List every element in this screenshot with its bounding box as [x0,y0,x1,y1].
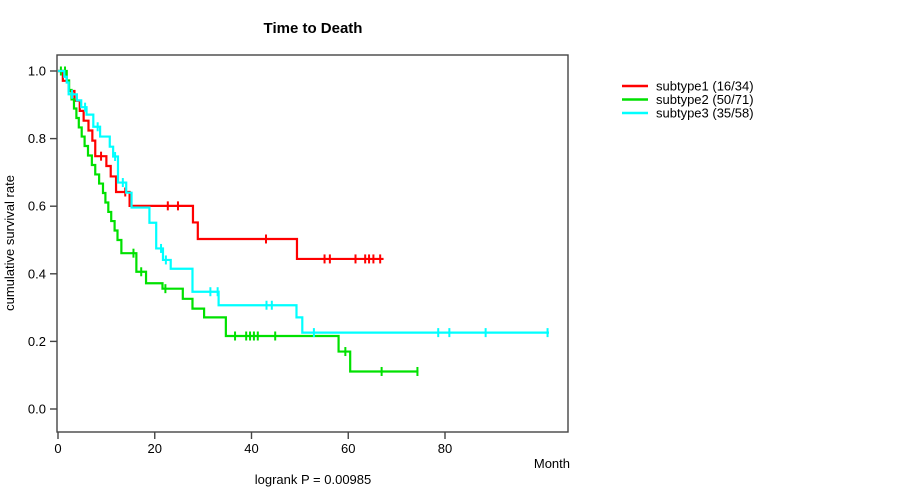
x-tick-label: 20 [148,441,162,456]
survival-curve-subtype1 [58,69,384,261]
logrank-pvalue-caption: logrank P = 0.00985 [255,472,372,487]
chart-title: Time to Death [264,20,363,37]
plot-area: 0 20 40 60 80 0.0 0.2 0.4 0.6 0.8 1.0 [28,54,569,456]
x-tick-label: 40 [244,441,258,456]
plot-box [56,54,569,433]
y-tick-label: 1.0 [28,64,46,79]
legend: subtype1 (16/34) subtype2 (50/71) subtyp… [622,79,754,121]
survival-curve-subtype2 [58,69,419,373]
y-tick-label: 0.0 [28,402,46,417]
x-tick-label: 80 [438,441,452,456]
x-axis-label: Month [534,456,570,471]
y-tick-label: 0.6 [28,199,46,214]
legend-label-subtype1: subtype1 (16/34) [656,79,754,94]
x-tick-label: 60 [341,441,355,456]
y-tick-label: 0.2 [28,334,46,349]
y-tick-label: 0.8 [28,131,46,146]
survival-curve-subtype3 [58,69,550,334]
x-tick-label: 0 [54,441,61,456]
y-axis-label: cumulative survival rate [2,175,17,311]
legend-label-subtype3: subtype3 (35/58) [656,106,754,121]
y-tick-label: 0.4 [28,266,46,281]
legend-label-subtype2: subtype2 (50/71) [656,92,754,107]
